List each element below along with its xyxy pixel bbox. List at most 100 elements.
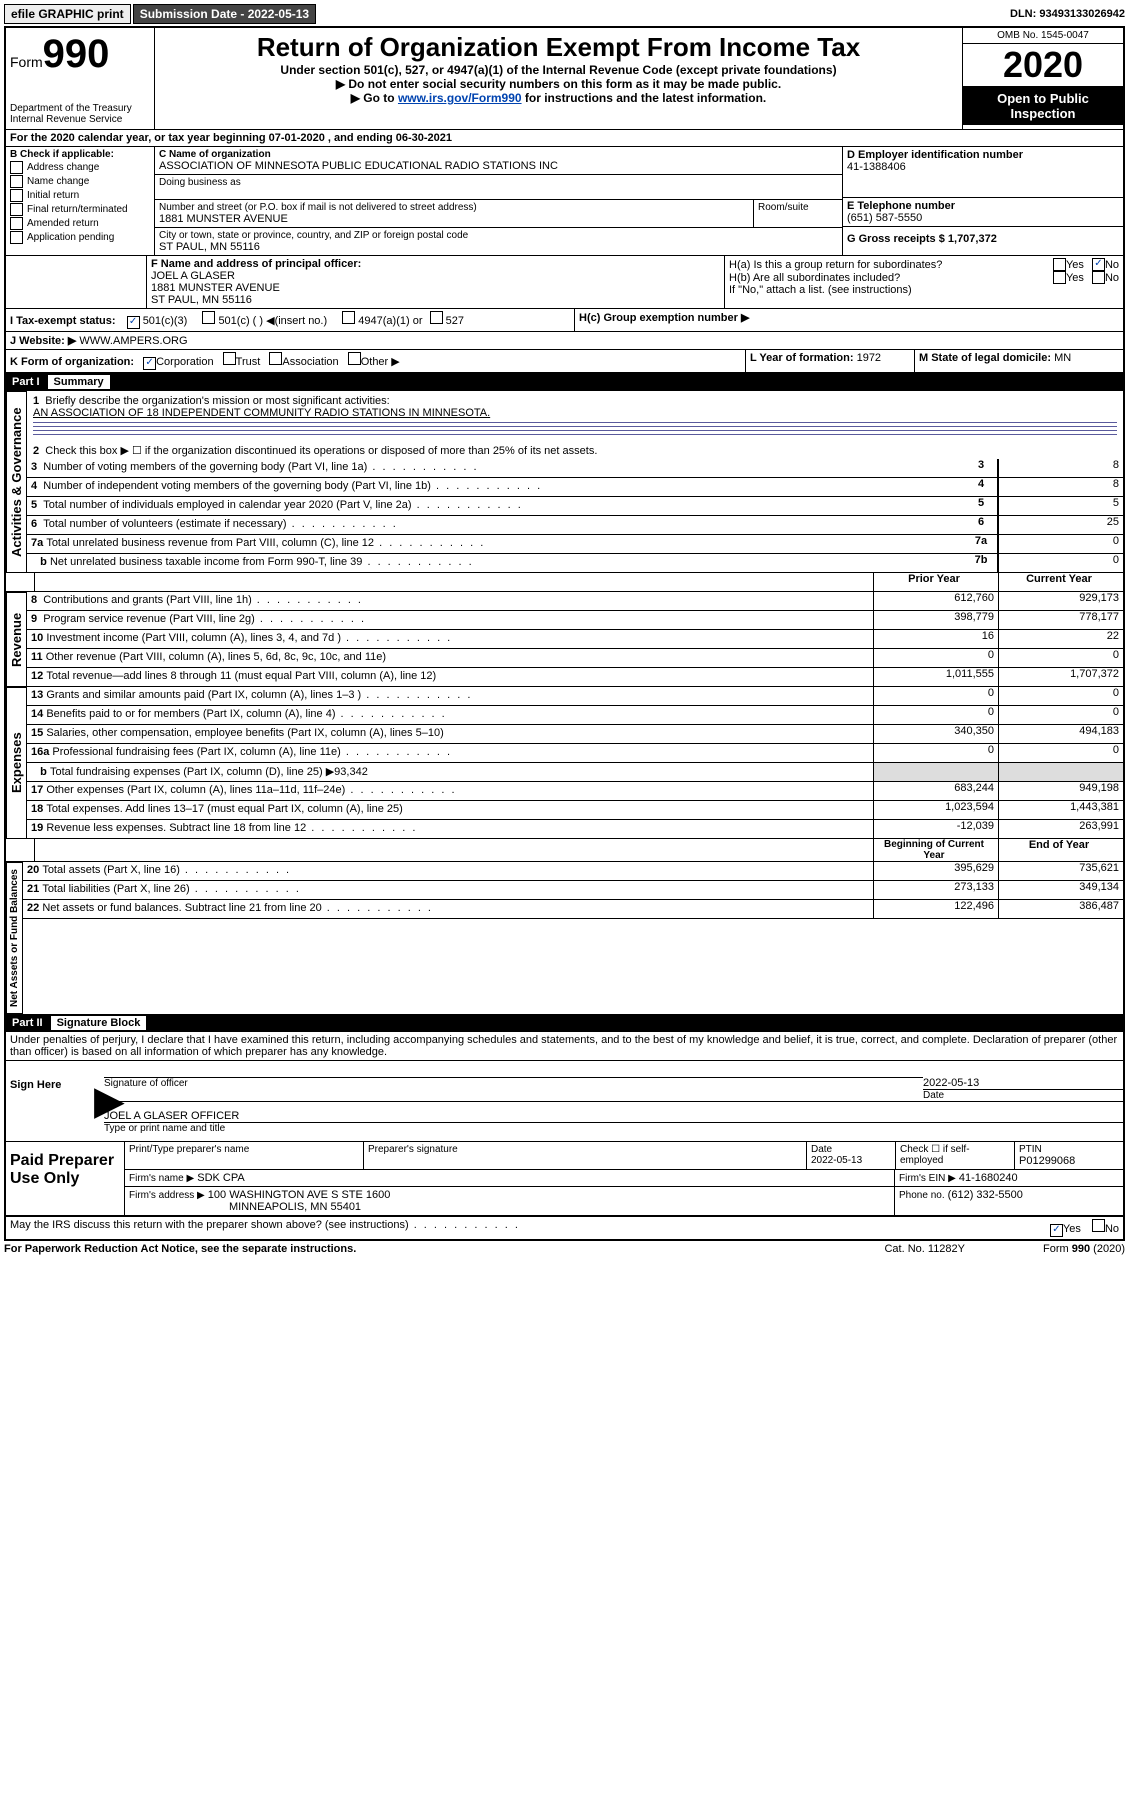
firm-ein: 41-1680240 [959,1172,1018,1184]
tax-year: 2020 [963,43,1123,87]
chk-501c3[interactable] [127,316,140,329]
chk-4947[interactable] [342,311,355,324]
section-e-label: E Telephone number [847,200,1119,212]
prior-current-header: Prior Year Current Year [6,573,1123,592]
officer-print-name: JOEL A GLASER OFFICER [104,1110,1123,1122]
v4: 8 [998,478,1123,496]
efile-graphic-print[interactable]: efile GRAPHIC print [4,4,131,24]
year-formation: 1972 [857,352,881,364]
officer-addr2: ST PAUL, MN 55116 [151,294,720,306]
chk-amended-return[interactable] [10,217,23,230]
chk-hb-yes[interactable] [1053,271,1066,284]
mission-text: AN ASSOCIATION OF 18 INDEPENDENT COMMUNI… [33,407,1117,419]
chk-address-change[interactable] [10,161,23,174]
preparer-name-label: Print/Type preparer's name [129,1144,359,1155]
footer-cat: Cat. No. 11282Y [884,1243,965,1255]
sidetab-revenue: Revenue [6,592,27,687]
chk-corp[interactable] [143,357,156,370]
section-c-label: C Name of organization [159,149,838,160]
state-domicile: MN [1054,352,1071,364]
street-value: 1881 MUNSTER AVENUE [159,213,749,225]
dba-label: Doing business as [159,177,838,188]
section-j: J Website: ▶ WWW.AMPERS.ORG [6,332,1123,350]
q7a-label: Total unrelated business revenue from Pa… [46,537,485,549]
chk-527[interactable] [430,311,443,324]
chk-ha-no[interactable] [1092,258,1105,271]
city-value: ST PAUL, MN 55116 [159,241,838,253]
q7b-label: Net unrelated business taxable income fr… [50,556,474,568]
chk-501c[interactable] [202,311,215,324]
section-b-title: B Check if applicable: [10,149,150,160]
form-title: Return of Organization Exempt From Incom… [159,32,958,63]
chk-final-return[interactable] [10,203,23,216]
officer-addr1: 1881 MUNSTER AVENUE [151,282,720,294]
chk-hb-no[interactable] [1092,271,1105,284]
q2-label: Check this box ▶ ☐ if the organization d… [45,445,597,457]
chk-trust[interactable] [223,352,236,365]
paid-preparer-label: Paid Preparer Use Only [6,1142,124,1215]
part-i-header: Part I Summary [6,373,1123,391]
preparer-sig-label: Preparer's signature [368,1144,802,1155]
q1-label: Briefly describe the organization's miss… [45,395,389,407]
chk-discuss-no[interactable] [1092,1219,1105,1232]
ha-label: H(a) Is this a group return for subordin… [729,259,1053,271]
section-fh: F Name and address of principal officer:… [6,256,1123,309]
chk-name-change[interactable] [10,175,23,188]
dept-treasury: Department of the Treasury [10,103,150,114]
website-value: WWW.AMPERS.ORG [79,335,187,347]
gross-receipts: 1,707,372 [948,233,997,245]
v7b: 0 [998,554,1123,572]
hc-label: H(c) Group exemption number ▶ [579,312,749,324]
chk-discuss-yes[interactable] [1050,1224,1063,1237]
chk-app-pending[interactable] [10,231,23,244]
room-label: Room/suite [758,202,838,213]
ssn-note: ▶ Do not enter social security numbers o… [159,77,958,91]
omb-number: OMB No. 1545-0047 [963,28,1123,43]
irs-label: Internal Revenue Service [10,114,150,125]
chk-other[interactable] [348,352,361,365]
hb-label: H(b) Are all subordinates included? [729,272,1053,284]
q4-label: Number of independent voting members of … [43,480,542,492]
sign-here-section: Sign Here ▶ Signature of officer 2022-05… [6,1061,1123,1142]
footer-form: Form 990 (2020) [965,1243,1125,1255]
v7a: 0 [998,535,1123,553]
open-inspection: Open to Public Inspection [963,87,1123,125]
netassets-section: Net Assets or Fund Balances 20 Total ass… [6,862,1123,1014]
section-klm: K Form of organization: Corporation Trus… [6,350,1123,373]
chk-ha-yes[interactable] [1053,258,1066,271]
print-name-label: Type or print name and title [104,1122,1123,1134]
irs-link[interactable]: www.irs.gov/Form990 [398,91,522,105]
period-line: For the 2020 calendar year, or tax year … [6,130,1123,147]
page-footer: For Paperwork Reduction Act Notice, see … [4,1241,1125,1257]
prep-date: 2022-05-13 [811,1155,891,1166]
sidetab-activities-governance: Activities & Governance [6,391,27,573]
sign-date: 2022-05-13 [923,1077,1123,1089]
expenses-section: Expenses 13 Grants and similar amounts p… [6,687,1123,839]
part-ii-header: Part II Signature Block [6,1014,1123,1032]
section-d-label: D Employer identification number [847,149,1119,161]
hb-note: If "No," attach a list. (see instruction… [729,284,1119,296]
paid-preparer-section: Paid Preparer Use Only Print/Type prepar… [6,1142,1123,1217]
ein-value: 41-1388406 [847,161,1119,173]
sidetab-net-assets: Net Assets or Fund Balances [6,862,23,1014]
section-g-label: G Gross receipts $ [847,233,945,245]
sig-of-officer: Signature of officer [104,1077,923,1089]
form-header: Form990 Department of the Treasury Inter… [6,28,1123,130]
form-frame: Form990 Department of the Treasury Inter… [4,26,1125,1241]
submission-date: Submission Date - 2022-05-13 [133,4,316,24]
begin-end-header: Beginning of Current Year End of Year [6,839,1123,862]
sign-here-label: Sign Here [6,1061,94,1141]
firm-name: SDK CPA [197,1172,244,1184]
q5-label: Total number of individuals employed in … [43,499,523,511]
chk-assoc[interactable] [269,352,282,365]
firm-addr2: MINNEAPOLIS, MN 55401 [229,1201,890,1213]
city-label: City or town, state or province, country… [159,230,838,241]
form-subtitle: Under section 501(c), 527, or 4947(a)(1)… [159,63,958,77]
firm-phone: (612) 332-5500 [948,1189,1023,1201]
efile-top-bar: efile GRAPHIC print Submission Date - 20… [4,4,1125,24]
dln: DLN: 93493133026942 [1010,8,1125,20]
q3-label: Number of voting members of the governin… [43,461,478,473]
chk-initial-return[interactable] [10,189,23,202]
revenue-section: Revenue 8 Contributions and grants (Part… [6,592,1123,687]
q6-label: Total number of volunteers (estimate if … [43,518,398,530]
